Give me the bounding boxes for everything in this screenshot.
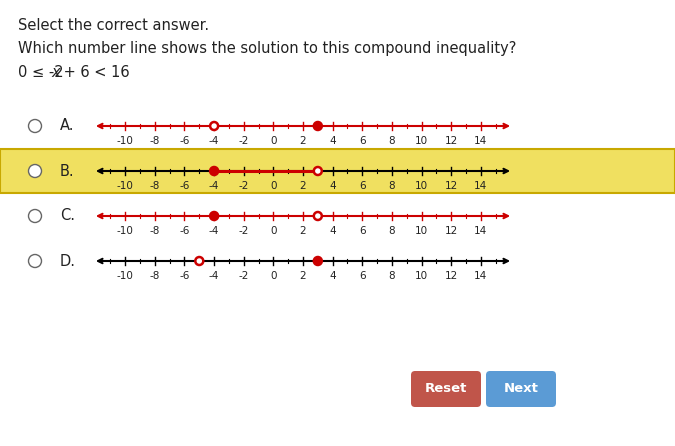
Text: 8: 8 [389,136,395,146]
Text: 4: 4 [329,271,336,281]
Circle shape [210,167,218,175]
Text: 4: 4 [329,136,336,146]
Text: -10: -10 [117,271,134,281]
Text: 12: 12 [445,136,458,146]
Text: Select the correct answer.: Select the correct answer. [18,18,209,33]
Text: -6: -6 [180,136,190,146]
Text: 8: 8 [389,226,395,236]
Text: 10: 10 [415,136,428,146]
Text: 4: 4 [329,181,336,191]
Text: 4: 4 [329,226,336,236]
Circle shape [210,122,218,130]
Circle shape [314,122,322,130]
Text: 14: 14 [474,271,487,281]
Text: -8: -8 [150,136,160,146]
Text: 12: 12 [445,271,458,281]
Text: 2: 2 [300,226,306,236]
Circle shape [28,255,41,268]
Circle shape [314,212,322,220]
Text: + 6 < 16: + 6 < 16 [59,65,130,80]
Text: D.: D. [60,253,76,268]
Circle shape [28,165,41,178]
Text: 2: 2 [300,181,306,191]
Text: -6: -6 [180,181,190,191]
Text: A.: A. [60,119,74,133]
Circle shape [314,167,322,175]
Text: 8: 8 [389,181,395,191]
Text: -8: -8 [150,181,160,191]
Text: -4: -4 [209,226,219,236]
Text: 0: 0 [270,226,277,236]
Circle shape [195,257,203,265]
Text: 12: 12 [445,181,458,191]
Text: 6: 6 [359,181,366,191]
Text: 14: 14 [474,136,487,146]
Text: 0: 0 [270,136,277,146]
Text: -10: -10 [117,136,134,146]
Text: 10: 10 [415,181,428,191]
Text: Next: Next [504,383,539,396]
Text: -4: -4 [209,136,219,146]
Text: C.: C. [60,208,75,223]
FancyBboxPatch shape [411,371,481,407]
Text: 12: 12 [445,226,458,236]
Text: 6: 6 [359,136,366,146]
Text: 10: 10 [415,271,428,281]
Text: -2: -2 [238,181,249,191]
Text: 0 ≤ -2: 0 ≤ -2 [18,65,63,80]
Text: 6: 6 [359,226,366,236]
Circle shape [314,257,322,265]
Text: 2: 2 [300,271,306,281]
Text: 14: 14 [474,226,487,236]
Text: 0: 0 [270,181,277,191]
Text: 2: 2 [300,136,306,146]
Text: 10: 10 [415,226,428,236]
Circle shape [28,120,41,132]
Text: -10: -10 [117,181,134,191]
Bar [0,149,675,193]
Text: -8: -8 [150,271,160,281]
Text: -4: -4 [209,181,219,191]
Circle shape [28,210,41,223]
Text: x: x [51,65,59,80]
Text: -2: -2 [238,226,249,236]
Text: -4: -4 [209,271,219,281]
Text: B.: B. [60,164,75,178]
Text: Reset: Reset [425,383,467,396]
Text: 0: 0 [270,271,277,281]
Text: -8: -8 [150,226,160,236]
Text: -6: -6 [180,226,190,236]
Text: -10: -10 [117,226,134,236]
Text: -2: -2 [238,136,249,146]
FancyBboxPatch shape [486,371,556,407]
Text: Which number line shows the solution to this compound inequality?: Which number line shows the solution to … [18,41,516,56]
Text: 8: 8 [389,271,395,281]
Text: 14: 14 [474,181,487,191]
Circle shape [210,212,218,220]
Text: -2: -2 [238,271,249,281]
Text: 6: 6 [359,271,366,281]
Text: -6: -6 [180,271,190,281]
